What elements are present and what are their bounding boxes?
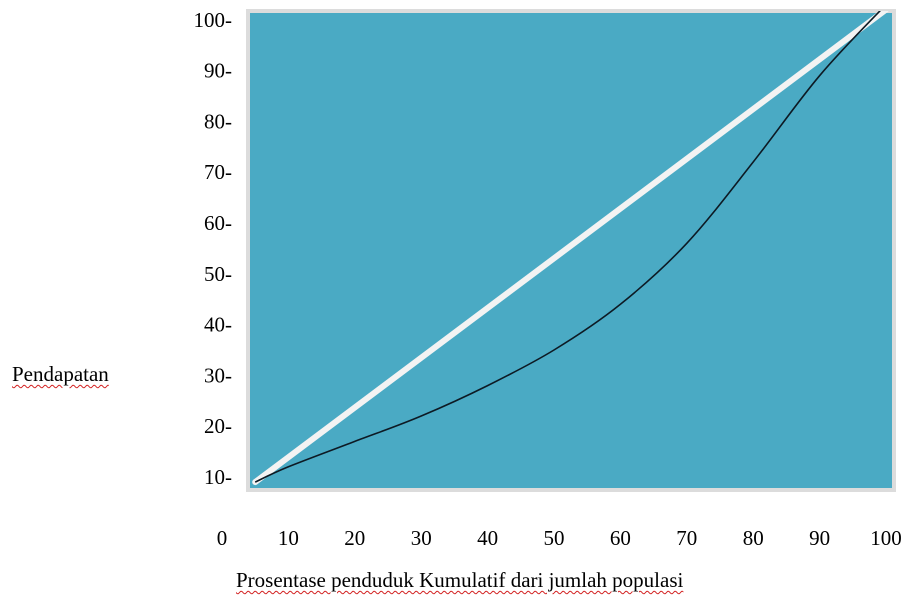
series-layer <box>252 11 889 486</box>
x-tick-label: 10 <box>278 526 299 550</box>
x-tick-label: 20 <box>344 526 365 550</box>
x-tick-label: 0 <box>217 526 228 550</box>
x-axis-label: Prosentase penduduk Kumulatif dari jumla… <box>236 568 684 592</box>
y-tick-label: 10- <box>204 465 232 489</box>
y-tick-label: 60- <box>204 211 232 235</box>
y-tick-label: 90- <box>204 59 232 83</box>
equality-line <box>252 11 889 486</box>
y-axis-label: Pendapatan <box>12 362 109 386</box>
x-tick-label: 40 <box>477 526 498 550</box>
y-tick-label: 20- <box>204 414 232 438</box>
y-tick-label: 30- <box>204 363 232 387</box>
x-tick-label: 30 <box>411 526 432 550</box>
y-tick-label: 50- <box>204 262 232 286</box>
x-axis-tick-labels: 0 10 20 30 40 50 60 70 80 90 100 <box>217 526 902 550</box>
lorenz-curve <box>254 11 881 483</box>
y-tick-label: 100- <box>194 8 233 32</box>
x-tick-label: 50 <box>544 526 565 550</box>
x-tick-label: 70 <box>676 526 697 550</box>
x-tick-label: 100 <box>870 526 902 550</box>
x-tick-label: 80 <box>743 526 764 550</box>
y-tick-label: 70- <box>204 160 232 184</box>
x-tick-label: 60 <box>610 526 631 550</box>
y-tick-label: 80- <box>204 109 232 133</box>
y-axis-tick-labels: 10- 20- 30- 40- 50- 60- 70- 80- 90- 100- <box>194 8 233 489</box>
y-tick-label: 40- <box>204 313 232 337</box>
x-tick-label: 90 <box>809 526 830 550</box>
